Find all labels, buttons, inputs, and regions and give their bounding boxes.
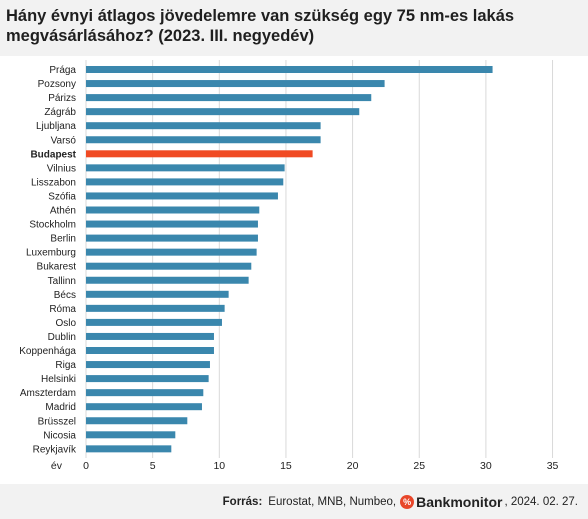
category-label: Berlin [50, 234, 76, 245]
x-tick-label: 30 [480, 460, 492, 472]
category-label: Athén [50, 206, 76, 217]
category-label: Lisszabon [31, 177, 76, 188]
source-date: , 2024. 02. 27. [504, 496, 578, 508]
bar [86, 248, 257, 256]
category-label: Ljubljana [36, 121, 76, 132]
bar [86, 234, 258, 242]
bar [86, 206, 260, 214]
bar [86, 220, 258, 228]
category-label: Prága [49, 65, 76, 76]
chart-title: Hány évnyi átlagos jövedelemre van szüks… [6, 7, 515, 45]
source-text: Eurostat, MNB, Numbeo, [268, 496, 397, 508]
brand-logo: % Bankmonitor [400, 494, 502, 510]
bar [86, 80, 385, 88]
bar [86, 122, 321, 130]
bar [86, 347, 214, 354]
bar [86, 178, 284, 186]
bar [86, 403, 202, 411]
source-line: Forrás: Eurostat, MNB, Numbeo, % Bankmon… [223, 488, 578, 516]
bar [86, 108, 360, 116]
bar [86, 332, 214, 340]
x-tick-label: 20 [347, 460, 359, 472]
bar [86, 361, 210, 369]
bar [86, 389, 204, 397]
bar [86, 375, 209, 383]
x-tick-label: 5 [150, 460, 156, 472]
bar [86, 318, 222, 326]
category-label: Párizs [48, 93, 76, 104]
bar [86, 150, 313, 158]
bar [86, 431, 176, 439]
category-label: Amszterdam [20, 388, 76, 399]
bar [86, 192, 278, 200]
bar [86, 136, 321, 144]
bar [86, 66, 493, 73]
bar [86, 262, 252, 270]
category-label: Koppenhága [19, 346, 76, 357]
category-label: Riga [55, 360, 76, 371]
x-tick-label: 15 [280, 460, 292, 472]
category-label: Helsinki [41, 374, 76, 385]
category-label: Róma [49, 304, 76, 315]
x-tick-label: 0 [83, 460, 89, 472]
category-label: Pozsony [38, 79, 76, 90]
bar [86, 276, 249, 284]
category-label: Reykjavík [33, 444, 77, 455]
brand-name: Bankmonitor [416, 494, 503, 510]
chart-area: Prága Pozsony Párizs Zágráb Ljubljana Varsó Bu… [0, 56, 588, 484]
bar [86, 417, 188, 425]
category-label: Stockholm [29, 220, 76, 231]
x-tick-label: 10 [213, 460, 225, 472]
category-label: Luxemburg [26, 248, 76, 259]
category-label: Budapest [30, 149, 76, 160]
bar [86, 304, 225, 312]
x-tick-label: 35 [547, 460, 559, 472]
category-label: Bukarest [37, 262, 77, 273]
source-label: Forrás: [222, 496, 263, 508]
x-tick-label: 25 [413, 460, 425, 472]
category-label: Dublin [48, 332, 76, 343]
percent-icon: % [400, 495, 415, 509]
category-label: Brüsszel [38, 416, 76, 427]
category-label: Szófia [48, 191, 76, 202]
category-label: Nicosia [43, 430, 76, 441]
category-label: Bécs [54, 290, 76, 301]
bar [86, 290, 229, 298]
bar [86, 445, 172, 453]
category-label: Vilnius [47, 163, 76, 174]
x-axis-label: év [51, 460, 63, 472]
bar [86, 164, 285, 172]
category-label: Tallinn [48, 276, 76, 287]
bar [86, 94, 372, 102]
category-label: Zágráb [44, 107, 76, 118]
category-label: Varsó [51, 135, 77, 146]
category-label: Madrid [45, 402, 76, 413]
bar-chart: Prága Pozsony Párizs Zágráb Ljubljana Varsó Bu… [19, 60, 559, 472]
category-label: Oslo [55, 318, 76, 329]
